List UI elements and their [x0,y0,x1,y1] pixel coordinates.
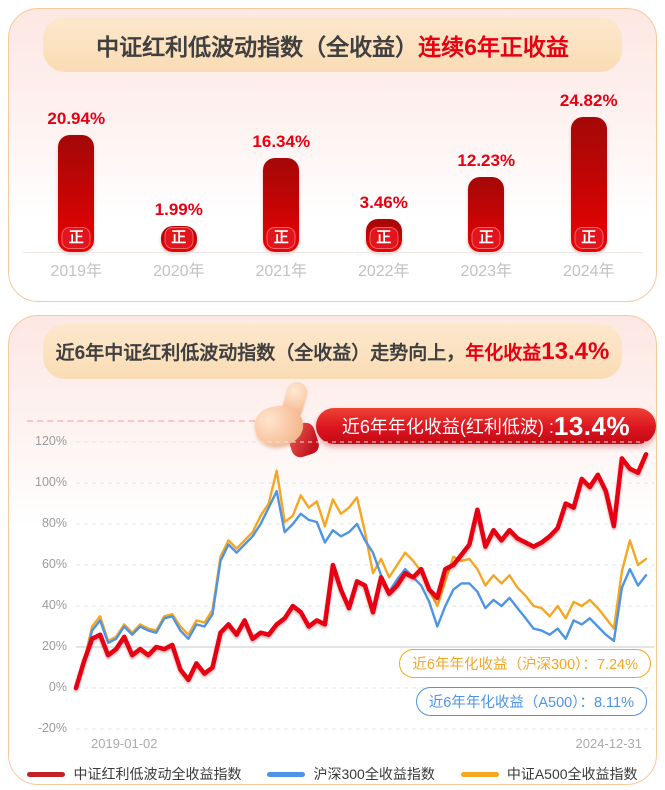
bar: 正 [365,219,402,252]
bar-value-label: 12.23% [457,151,516,170]
positive-tag: 正 [471,227,501,249]
bar-category-label: 2019年 [50,263,103,280]
bar: 正 [58,135,95,252]
y-tick-label-40: 40% [41,598,67,612]
bar-value-label: 3.46% [359,193,408,212]
bar: 正 [570,117,607,252]
decorative-dashed-line [27,420,255,422]
line-chart-title-banner: 近6年中证红利低波动指数（全收益）走势向上， 年化收益 13.4% [43,324,622,379]
x-axis-start-label: 2019-01-02 [91,736,158,751]
positive-tag: 正 [61,227,91,249]
bar-group-2022年: 3.46% 正 [333,193,436,252]
line-chart-title-highlight: 年化收益 [465,343,542,364]
bar-category-label: 2022年 [357,263,410,280]
legend-swatch [460,771,499,777]
x-axis-end-label: 2024-12-31 [575,736,643,751]
legend-item-3: 中证A500全收益指数 [460,764,638,784]
bar-category-label: 2024年 [562,263,615,280]
legend-label: 中证A500全收益指数 [506,766,638,782]
line-chart-card: 近6年中证红利低波动指数（全收益）走势向上， 年化收益 13.4% 近6年年化收益(… [8,315,657,785]
bar-group-2019年: 20.94% 正 [25,109,128,252]
bar-value-label: 24.82% [559,91,618,110]
bar-plot-area: 20.94% 正 1.99% 正 16.34% 正 3.46% 正 12.23% 正 24.82% 正 [25,71,640,252]
bar: 正 [160,226,197,252]
positive-tag: 正 [574,227,604,249]
legend-swatch [267,771,306,777]
y-tick-label-80: 80% [41,516,67,530]
y-tick-label-60: 60% [41,557,67,571]
annotation-badge-2: 近6年年化收益（A500）：8.11% [415,687,647,716]
annotation-badge-1: 近6年年化收益（沪深300）：7.24% [399,649,651,678]
series-line-中证红利低波动全收益指数 [73,452,649,691]
bar-category-label: 2021年 [255,263,308,280]
line-chart-title-value: 13.4% [541,337,610,365]
annualized-return-badge-label: 近6年年化收益(红利低波) : [341,417,554,437]
y-tick-label-120: 120% [35,434,67,448]
bar-group-2021年: 16.34% 正 [230,132,333,252]
bar-chart-title: 中证红利低波动指数（全收益） [96,33,419,60]
line-chart-title: 近6年中证红利低波动指数（全收益）走势向上， [55,343,466,364]
bar-category-label: 2020年 [152,263,205,280]
y-tick-label-0: 0% [48,680,67,694]
y-tick-label--20: -20% [37,721,67,735]
annualized-return-badge-value: 13.4% [553,410,631,441]
bar-category-label: 2023年 [460,263,513,280]
bar-group-2023年: 12.23% 正 [435,151,538,252]
bar-group-2024年: 24.82% 正 [538,91,641,252]
legend-swatch [27,771,66,777]
bar-chart-title-banner: 中证红利低波动指数（全收益） 连续6年正收益 [43,17,622,72]
positive-tag: 正 [369,227,399,249]
bar-value-label: 20.94% [47,109,106,128]
y-tick-label-20: 20% [41,639,67,653]
legend-item-1: 中证红利低波动全收益指数 [27,764,241,784]
bar-group-2020年: 1.99% 正 [128,200,231,252]
positive-tag: 正 [266,227,296,249]
series-line-中证A500全收益指数 [74,469,648,690]
annualized-return-badge: 近6年年化收益(红利低波) :13.4% [316,408,656,444]
bar-value-label: 16.34% [252,132,311,151]
bar-chart-category-axis: 2019年 2020年 2021年 2022年 2023年 2024年 [25,257,640,281]
positive-tag: 正 [164,227,194,249]
bar-value-label: 1.99% [154,200,203,219]
bar: 正 [263,158,300,252]
series-line-沪深300全收益指数 [74,489,648,690]
chart-legend: 中证红利低波动全收益指数 沪深300全收益指数 中证A500全收益指数 [9,764,656,784]
bar-chart-title-highlight: 连续6年正收益 [418,33,569,60]
bar: 正 [468,177,505,252]
legend-item-2: 沪深300全收益指数 [267,764,435,784]
y-tick-label-100: 100% [35,475,67,489]
legend-label: 中证红利低波动全收益指数 [73,766,242,782]
bar-chart-card: 中证红利低波动指数（全收益） 连续6年正收益 20.94% 正 1.99% 正 16.34… [8,8,657,302]
line-chart-plot [73,441,654,730]
legend-label: 沪深300全收益指数 [313,766,435,782]
bar-chart-baseline [23,252,642,253]
